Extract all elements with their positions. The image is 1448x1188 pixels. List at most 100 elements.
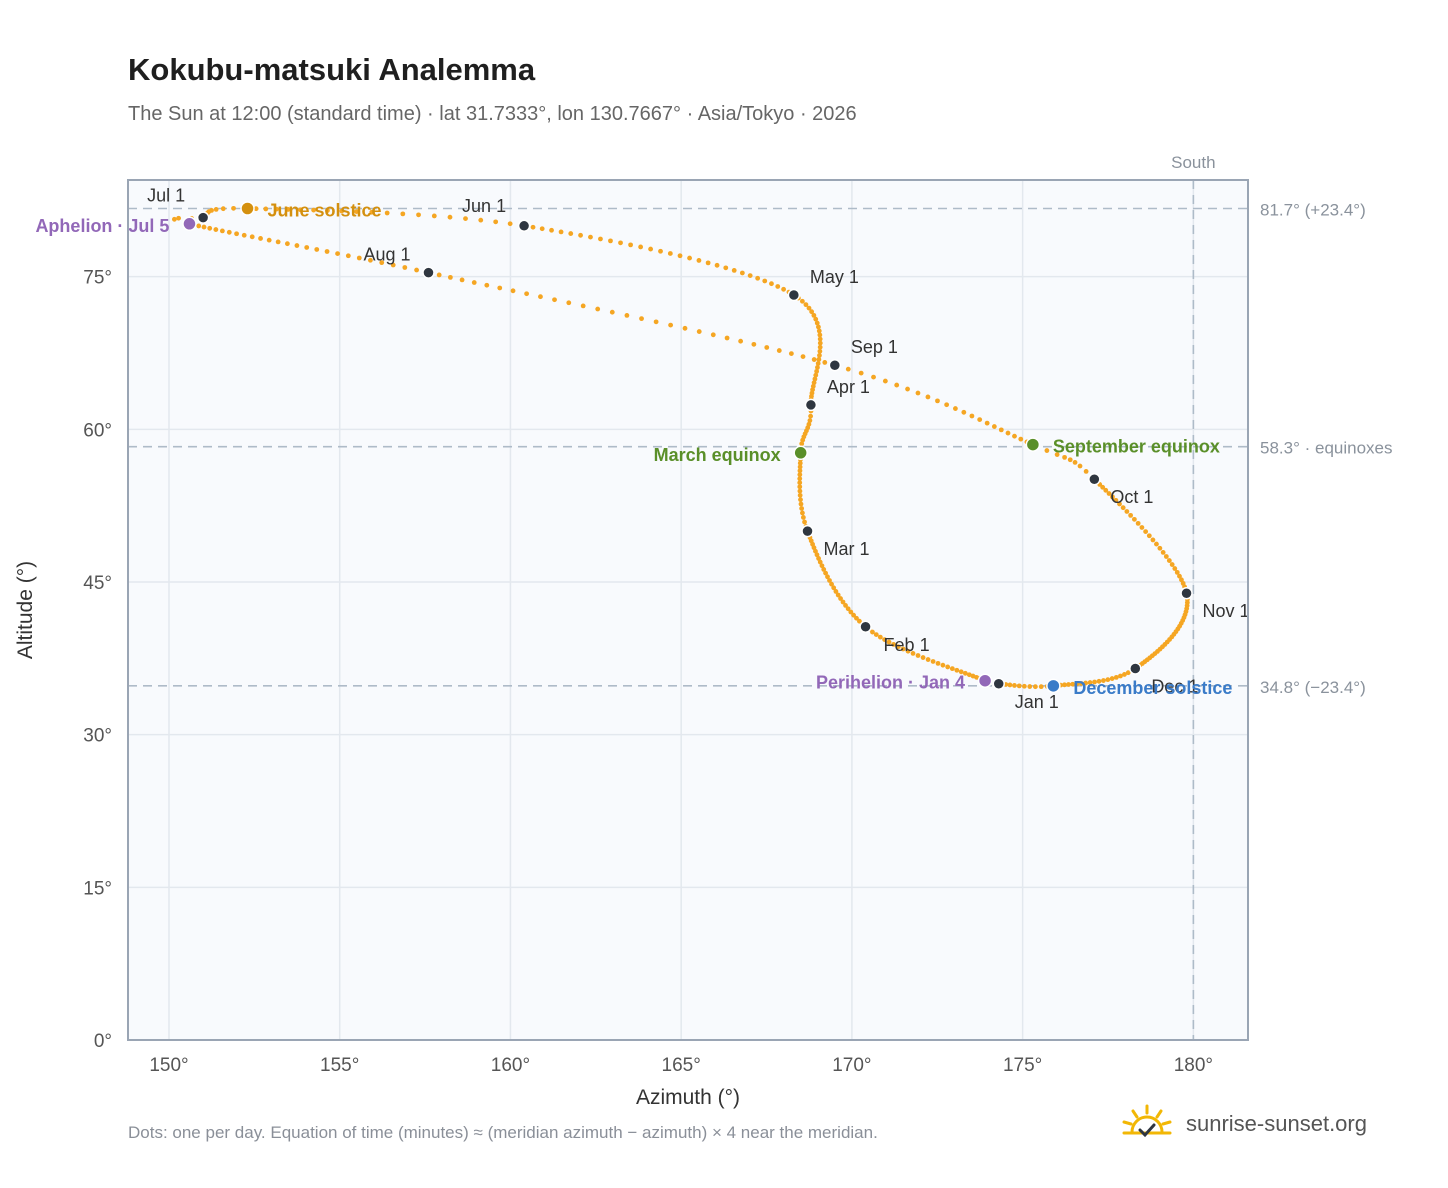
day-dot [1106,491,1112,496]
day-dot [935,398,940,404]
day-dot [1179,577,1184,583]
day-dot [510,288,516,294]
day-dot [484,282,490,288]
day-dot [335,251,340,257]
day-dot [1124,509,1130,514]
day-dot [977,417,983,423]
month-marker [801,524,814,538]
y-tick-label: 75° [83,268,112,289]
event-label: December solstice [1073,678,1232,698]
day-dot [817,336,823,342]
day-dot [368,257,373,263]
event-marker [977,673,993,688]
day-dot [954,667,960,673]
month-label: Aug 1 [363,245,410,265]
day-dot [843,603,848,608]
day-dot [822,360,828,365]
day-dot [258,236,263,241]
month-label: Dec 1 [1151,677,1198,697]
day-dot [1012,433,1017,439]
day-dot [196,223,202,229]
event-marker [1025,437,1041,452]
day-dot [339,208,345,214]
day-dot [345,253,351,259]
day-dot [1044,448,1050,453]
day-dot [201,224,207,230]
day-dot [935,660,941,666]
day-dot [314,247,320,252]
month-marker [859,620,872,634]
day-dot [219,228,225,234]
day-dot [905,648,911,654]
sun-check-icon [1122,1104,1172,1138]
footnote: Dots: one per day. Equation of time (min… [128,1123,878,1142]
x-tick-label: 170° [832,1055,871,1076]
day-dot [1100,484,1106,490]
day-dot [781,286,786,292]
day-dot [1067,457,1073,463]
day-dot [800,515,806,520]
day-dot [817,344,823,350]
day-dot [1018,436,1024,442]
day-dot [325,208,330,213]
day-dot [817,340,823,346]
day-dot [738,338,744,344]
day-dot [819,563,825,569]
day-dot [797,464,803,470]
day-dot [1062,454,1067,460]
x-tick-label: 165° [662,1055,701,1076]
day-dot [447,214,453,220]
day-dot [1143,529,1149,534]
brand[interactable]: sunrise-sunset.org [1120,1102,1367,1146]
month-label: Oct 1 [1110,487,1153,507]
day-dot [266,237,272,243]
day-dot [958,669,964,675]
day-dot [431,213,437,219]
day-dot [1074,681,1080,687]
day-dot [1077,463,1083,469]
day-dot [354,209,359,214]
day-dot [900,646,906,652]
event-marker [240,201,255,216]
event-marker [793,445,808,461]
day-dot [311,207,317,213]
month-marker [787,288,801,302]
y-tick-label: 15° [83,878,112,899]
day-dot [595,306,601,312]
month-marker [992,677,1005,691]
day-dot [568,231,574,236]
day-dot [945,664,951,670]
day-dot [811,380,817,386]
day-dot [463,216,468,221]
reference-line-label: 34.8° (−23.4°) [1260,678,1366,697]
axes: 150° 155° 160° 165° 170° 175° 180° 0° 15° 30° 45° 6… [83,179,1249,1076]
day-dot [821,567,827,572]
day-dot [234,231,239,237]
day-dot [925,394,931,400]
day-dot [854,615,859,621]
day-dot [653,319,659,325]
date-markers: Jan 1 Feb 1 Mar 1 Apr 1 May 1 Jun 1 Jul 1 Aug 1… [35,186,1249,712]
reference-lines: 81.7° (+23.4°) 58.3° · equinoxes 34.8° (−2… [128,153,1393,1040]
month-marker [1088,472,1101,486]
day-dot [833,589,839,594]
day-dot [769,281,774,287]
day-dot [797,492,803,498]
day-dot [275,239,281,245]
day-dot [808,413,814,419]
month-marker [828,358,842,372]
day-dot [530,224,536,230]
day-dot [1120,505,1126,511]
day-dot [984,420,990,426]
day-dot [578,232,583,238]
day-dot [471,280,477,285]
day-dot [324,249,330,254]
day-dot [816,328,822,334]
day-dot [1172,566,1178,571]
day-dot [953,406,958,411]
day-dot [944,402,950,408]
day-dot [966,672,972,678]
day-dot [739,270,745,276]
day-dot [799,441,805,447]
day-dot [1092,679,1097,685]
